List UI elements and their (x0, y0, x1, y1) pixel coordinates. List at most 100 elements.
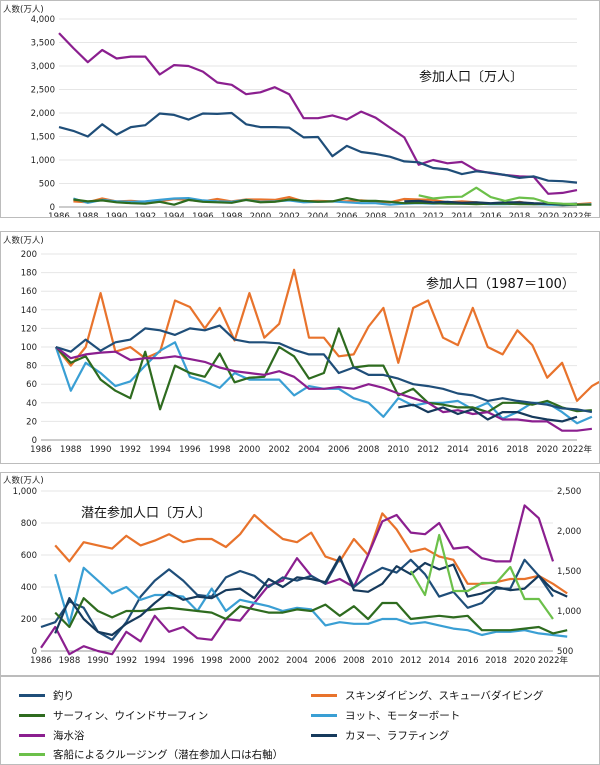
y-tick-label: 500 (39, 180, 55, 190)
y-axis-unit-label: 人数(万人) (3, 235, 44, 246)
y-tick-label: 3,000 (31, 62, 55, 72)
x-tick-label: 1998 (201, 656, 223, 666)
series-line-fishing (58, 111, 578, 184)
y-tick-label: 2,500 (31, 86, 55, 96)
x-tick-label: 2006 (315, 656, 337, 666)
chart-title: 潜在参加人口〔万人〕 (81, 505, 211, 521)
x-tick-label: 2016 (477, 445, 499, 455)
legend-swatch-beach (19, 733, 45, 737)
x-tick-label: 1990 (90, 445, 112, 455)
legend-swatch-yacht (311, 713, 337, 717)
series-line-yacht (54, 566, 568, 638)
chart-panel-potential: 人数(万人) 0 200 400 600 800 1,000 500 1,000 1,500 2,0… (0, 472, 600, 676)
x-tick-label: 1988 (77, 212, 99, 217)
x-tick-label: 2018 (507, 445, 529, 455)
y-tick-label: 200 (21, 615, 37, 625)
chart-title: 参加人口〔万人〕 (419, 69, 523, 85)
legend-label-beach: 海水浴 (53, 729, 85, 742)
y-tick-label: 20 (26, 417, 37, 427)
series-line-cruise (409, 533, 554, 620)
series-line-surfing (54, 597, 568, 635)
y-tick-label: 60 (26, 380, 37, 390)
x-tick-label: 2002 (258, 656, 280, 666)
y2-tick-label: 2,000 (557, 527, 581, 537)
y-tick-label: 100 (21, 343, 37, 353)
legend-swatch-skin (311, 693, 337, 697)
chart-legend: 釣り スキンダイビング、スキューバダイビング サーフィン、ウインドサーフィン ヨ… (0, 676, 600, 765)
x-tick-label: 1986 (30, 656, 52, 666)
legend-label-surfing: サーフィン、ウインドサーフィン (53, 709, 209, 722)
y-tick-label: 1,000 (13, 487, 37, 497)
x-tick-label: 2022年 (562, 211, 593, 217)
x-tick-label: 1992 (116, 656, 138, 666)
y-tick-label: 800 (21, 519, 37, 529)
x-tick-label: 2014 (447, 445, 469, 455)
x-tick-label: 2012 (422, 212, 444, 217)
legend-label-canoe: カヌー、ラフティング (345, 729, 450, 742)
chart-title: 参加人口（1987＝100） (426, 276, 575, 292)
y-tick-label: 0 (32, 436, 37, 446)
legend-item-cruise: 客船によるクルージング（潜在参加人口は右軸） (19, 746, 283, 762)
chart-panel-participation: 人数(万人) 0 500 1,000 1,500 2,000 2,500 3,000 3,500… (0, 0, 600, 222)
x-tick-label: 1988 (59, 656, 81, 666)
y-tick-label: 0 (50, 203, 55, 213)
x-tick-label: 2010 (372, 656, 394, 666)
x-tick-label: 2016 (457, 656, 479, 666)
x-tick-label: 2020 (537, 212, 559, 217)
y-tick-label: 80 (26, 362, 37, 372)
x-tick-label: 2006 (328, 445, 350, 455)
x-tick-label: 2004 (298, 445, 320, 455)
x-tick-label: 2018 (509, 212, 531, 217)
x-tick-label: 2020 (514, 656, 536, 666)
x-tick-label: 1986 (48, 212, 70, 217)
legend-item-beach: 海水浴 (19, 727, 85, 743)
x-tick-label: 1986 (30, 445, 52, 455)
series-line-surfing (55, 327, 592, 414)
legend-swatch-surfing (19, 713, 45, 717)
x-tick-label: 2008 (343, 656, 365, 666)
x-tick-label: 2004 (286, 656, 308, 666)
series-line-canoe (398, 403, 578, 423)
x-tick-label: 2012 (400, 656, 422, 666)
y-tick-label: 600 (21, 551, 37, 561)
y2-tick-label: 1,000 (557, 607, 581, 617)
series-line-fishing (40, 557, 554, 641)
x-tick-label: 2022年 (538, 655, 569, 666)
series-line-surfing (73, 197, 592, 206)
x-tick-label: 1992 (120, 445, 142, 455)
x-tick-label: 1994 (149, 445, 171, 455)
y2-tick-label: 2,500 (557, 487, 581, 497)
legend-item-yacht: ヨット、モーターボート (311, 707, 460, 723)
y2-tick-label: 500 (557, 647, 573, 657)
x-tick-label: 1994 (144, 656, 166, 666)
legend-swatch-cruise (19, 752, 45, 756)
legend-label-skin: スキンダイビング、スキューバダイビング (345, 689, 544, 702)
x-tick-label: 1996 (172, 656, 194, 666)
chart-participation: 人数(万人) 0 500 1,000 1,500 2,000 2,500 3,000 3,500… (3, 4, 593, 222)
x-tick-label: 1990 (87, 656, 109, 666)
x-tick-label: 2002 (278, 212, 300, 217)
x-tick-label: 2008 (365, 212, 387, 217)
y2-tick-label: 1,500 (557, 567, 581, 577)
series-line-canoe (54, 555, 568, 637)
legend-item-fishing: 釣り (19, 687, 74, 703)
chart-participation-index: 人数(万人) 0 20 40 60 80 100 120 140 160 180 200 1986 198… (3, 235, 600, 455)
y-tick-label: 140 (21, 306, 37, 316)
x-tick-label: 2010 (394, 212, 416, 217)
y-tick-label: 160 (21, 287, 37, 297)
y-axis-unit-label: 人数(万人) (3, 475, 44, 486)
legend-item-canoe: カヌー、ラフティング (311, 727, 449, 743)
y-tick-label: 3,500 (31, 39, 55, 49)
y-tick-label: 180 (21, 269, 37, 279)
x-tick-label: 1990 (106, 212, 128, 217)
x-tick-label: 1988 (60, 445, 82, 455)
y-tick-label: 1,000 (31, 156, 55, 166)
y-axis-unit-label: 人数(万人) (3, 4, 44, 15)
y-tick-label: 1,500 (31, 133, 55, 143)
legend-label-fishing: 釣り (53, 689, 74, 702)
x-tick-label: 1994 (163, 212, 185, 217)
x-tick-label: 2022年 (562, 444, 593, 455)
chart-panel-index: 人数(万人) 0 20 40 60 80 100 120 140 160 180 200 1986 198… (0, 231, 600, 464)
series-line-cruise (418, 186, 578, 206)
y-tick-label: 400 (21, 583, 37, 593)
